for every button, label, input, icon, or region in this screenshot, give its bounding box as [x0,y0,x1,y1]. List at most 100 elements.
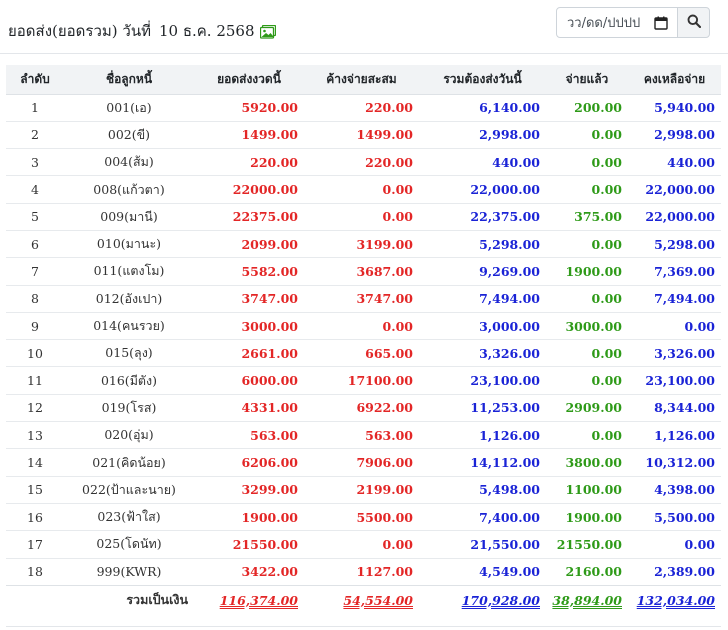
installment-amount: 3747.00 [194,284,304,313]
remaining-amount: 0.00 [628,530,721,559]
arrears-amount: 563.00 [304,421,419,449]
date-input-placeholder: วว/ดด/ปปปป [567,16,641,31]
debtor-name: 020(อุ่ม) [64,421,194,449]
header-divider [0,53,728,54]
remaining-amount: 7,369.00 [628,257,721,286]
installment-amount: 6206.00 [194,448,304,477]
remaining-amount: 7,494.00 [628,284,721,313]
row-index: 2 [6,120,64,149]
calendar-icon[interactable] [654,16,668,30]
row-index: 17 [6,530,64,559]
arrears-amount: 0.00 [304,175,419,204]
table-row: 17 025(โดนัท) 21550.00 0.00 21,550.00 21550.0… [6,530,721,559]
table-row: 14 021(คิดน้อย) 6206.00 7906.00 14,112.00 380… [6,448,721,477]
remaining-amount: 5,298.00 [628,229,721,258]
debtor-name: 021(คิดน้อย) [64,448,194,477]
remaining-amount: 5,940.00 [628,93,721,122]
remaining-amount: 440.00 [628,148,721,176]
installment-amount: 5582.00 [194,257,304,286]
installment-amount: 1900.00 [194,502,304,531]
installment-amount: 3000.00 [194,311,304,340]
row-index: 15 [6,475,64,504]
search-button[interactable] [677,7,710,38]
table-header-row: ลำดับ ชื่อลูกหนี้ ยอดส่งงวดนี้ ค้างจ่ายส… [6,65,721,95]
table-row: 7 011(แตงโม) 5582.00 3687.00 9,269.00 1900.00… [6,257,721,286]
paid-amount: 0.00 [546,229,628,258]
debtor-name: 012(อังเปา) [64,284,194,313]
col-header-debtor: ชื่อลูกหนี้ [64,65,194,95]
total-empty-cell [6,584,64,615]
total-due-amount: 3,000.00 [419,311,546,340]
row-index: 10 [6,339,64,367]
page-title-text: ยอดส่ง(ยอดรวม) วันที่ [8,22,151,40]
table-row: 18 999(KWR) 3422.00 1127.00 4,549.00 2160.00 2… [6,557,721,586]
installment-amount: 1499.00 [194,120,304,149]
table-row: 13 020(อุ่ม) 563.00 563.00 1,126.00 0.00 1,126… [6,421,721,449]
arrears-amount: 17100.00 [304,366,419,395]
total-due-amount: 3,326.00 [419,339,546,367]
total-due-amount: 9,269.00 [419,257,546,286]
image-icon[interactable] [259,24,276,39]
debtor-name: 002(ขี) [64,120,194,149]
remaining-amount: 2,998.00 [628,120,721,149]
row-index: 12 [6,393,64,422]
debtor-name: 011(แตงโม) [64,257,194,286]
arrears-amount: 1499.00 [304,120,419,149]
remaining-amount: 8,344.00 [628,393,721,422]
table-row: 6 010(มานะ) 2099.00 3199.00 5,298.00 0.00 5,29… [6,229,721,258]
paid-amount: 3000.00 [546,311,628,340]
debtor-name: 010(มานะ) [64,229,194,258]
debtor-name: 023(ฟ้าใส) [64,502,194,531]
arrears-amount: 0.00 [304,311,419,340]
arrears-amount: 1127.00 [304,557,419,586]
table-row: 11 016(มีตัง) 6000.00 17100.00 23,100.00 0.00… [6,366,721,395]
table-row: 8 012(อังเปา) 3747.00 3747.00 7,494.00 0.00 7,… [6,284,721,313]
debtor-name: 999(KWR) [64,557,194,586]
paid-amount: 21550.00 [546,530,628,559]
debtor-name: 016(มีตัง) [64,366,194,395]
debtor-name: 014(คนรวย) [64,311,194,340]
total-due-amount: 1,126.00 [419,421,546,449]
installment-amount: 4331.00 [194,393,304,422]
row-index: 8 [6,284,64,313]
installment-amount: 220.00 [194,148,304,176]
debtor-name: 015(ลุง) [64,339,194,367]
paid-amount: 0.00 [546,284,628,313]
arrears-amount: 665.00 [304,339,419,367]
date-input[interactable]: วว/ดด/ปปปป [556,7,678,38]
table-row: 1 001(เอ) 5920.00 220.00 6,140.00 200.00 5,940… [6,93,721,122]
col-header-installment: ยอดส่งงวดนี้ [194,65,304,95]
total-due: 170,928.00 [419,584,546,615]
paid-amount: 1900.00 [546,257,628,286]
arrears-amount: 220.00 [304,93,419,122]
remaining-amount: 4,398.00 [628,475,721,504]
total-due-amount: 6,140.00 [419,93,546,122]
total-due-amount: 11,253.00 [419,393,546,422]
total-paid: 38,894.00 [546,584,628,615]
row-index: 3 [6,148,64,176]
total-due-amount: 22,375.00 [419,202,546,231]
row-index: 1 [6,93,64,122]
total-due-amount: 5,498.00 [419,475,546,504]
summary-table: ลำดับ ชื่อลูกหนี้ ยอดส่งงวดนี้ ค้างจ่ายส… [6,65,721,615]
total-due-amount: 440.00 [419,148,546,176]
row-index: 18 [6,557,64,586]
paid-amount: 0.00 [546,175,628,204]
installment-amount: 563.00 [194,421,304,449]
table-row: 4 008(แก้วตา) 22000.00 0.00 22,000.00 0.00 22,… [6,175,721,204]
col-header-index: ลำดับ [6,65,64,95]
arrears-amount: 3687.00 [304,257,419,286]
table-body: 1 001(เอ) 5920.00 220.00 6,140.00 200.00 5,940… [6,93,721,615]
total-due-amount: 23,100.00 [419,366,546,395]
debtor-name: 019(โรส) [64,393,194,422]
row-index: 11 [6,366,64,395]
arrears-amount: 3199.00 [304,229,419,258]
paid-amount: 0.00 [546,421,628,449]
installment-amount: 6000.00 [194,366,304,395]
paid-amount: 2909.00 [546,393,628,422]
paid-amount: 0.00 [546,366,628,395]
total-installment: 116,374.00 [194,584,304,615]
arrears-amount: 220.00 [304,148,419,176]
row-index: 13 [6,421,64,449]
remaining-amount: 10,312.00 [628,448,721,477]
